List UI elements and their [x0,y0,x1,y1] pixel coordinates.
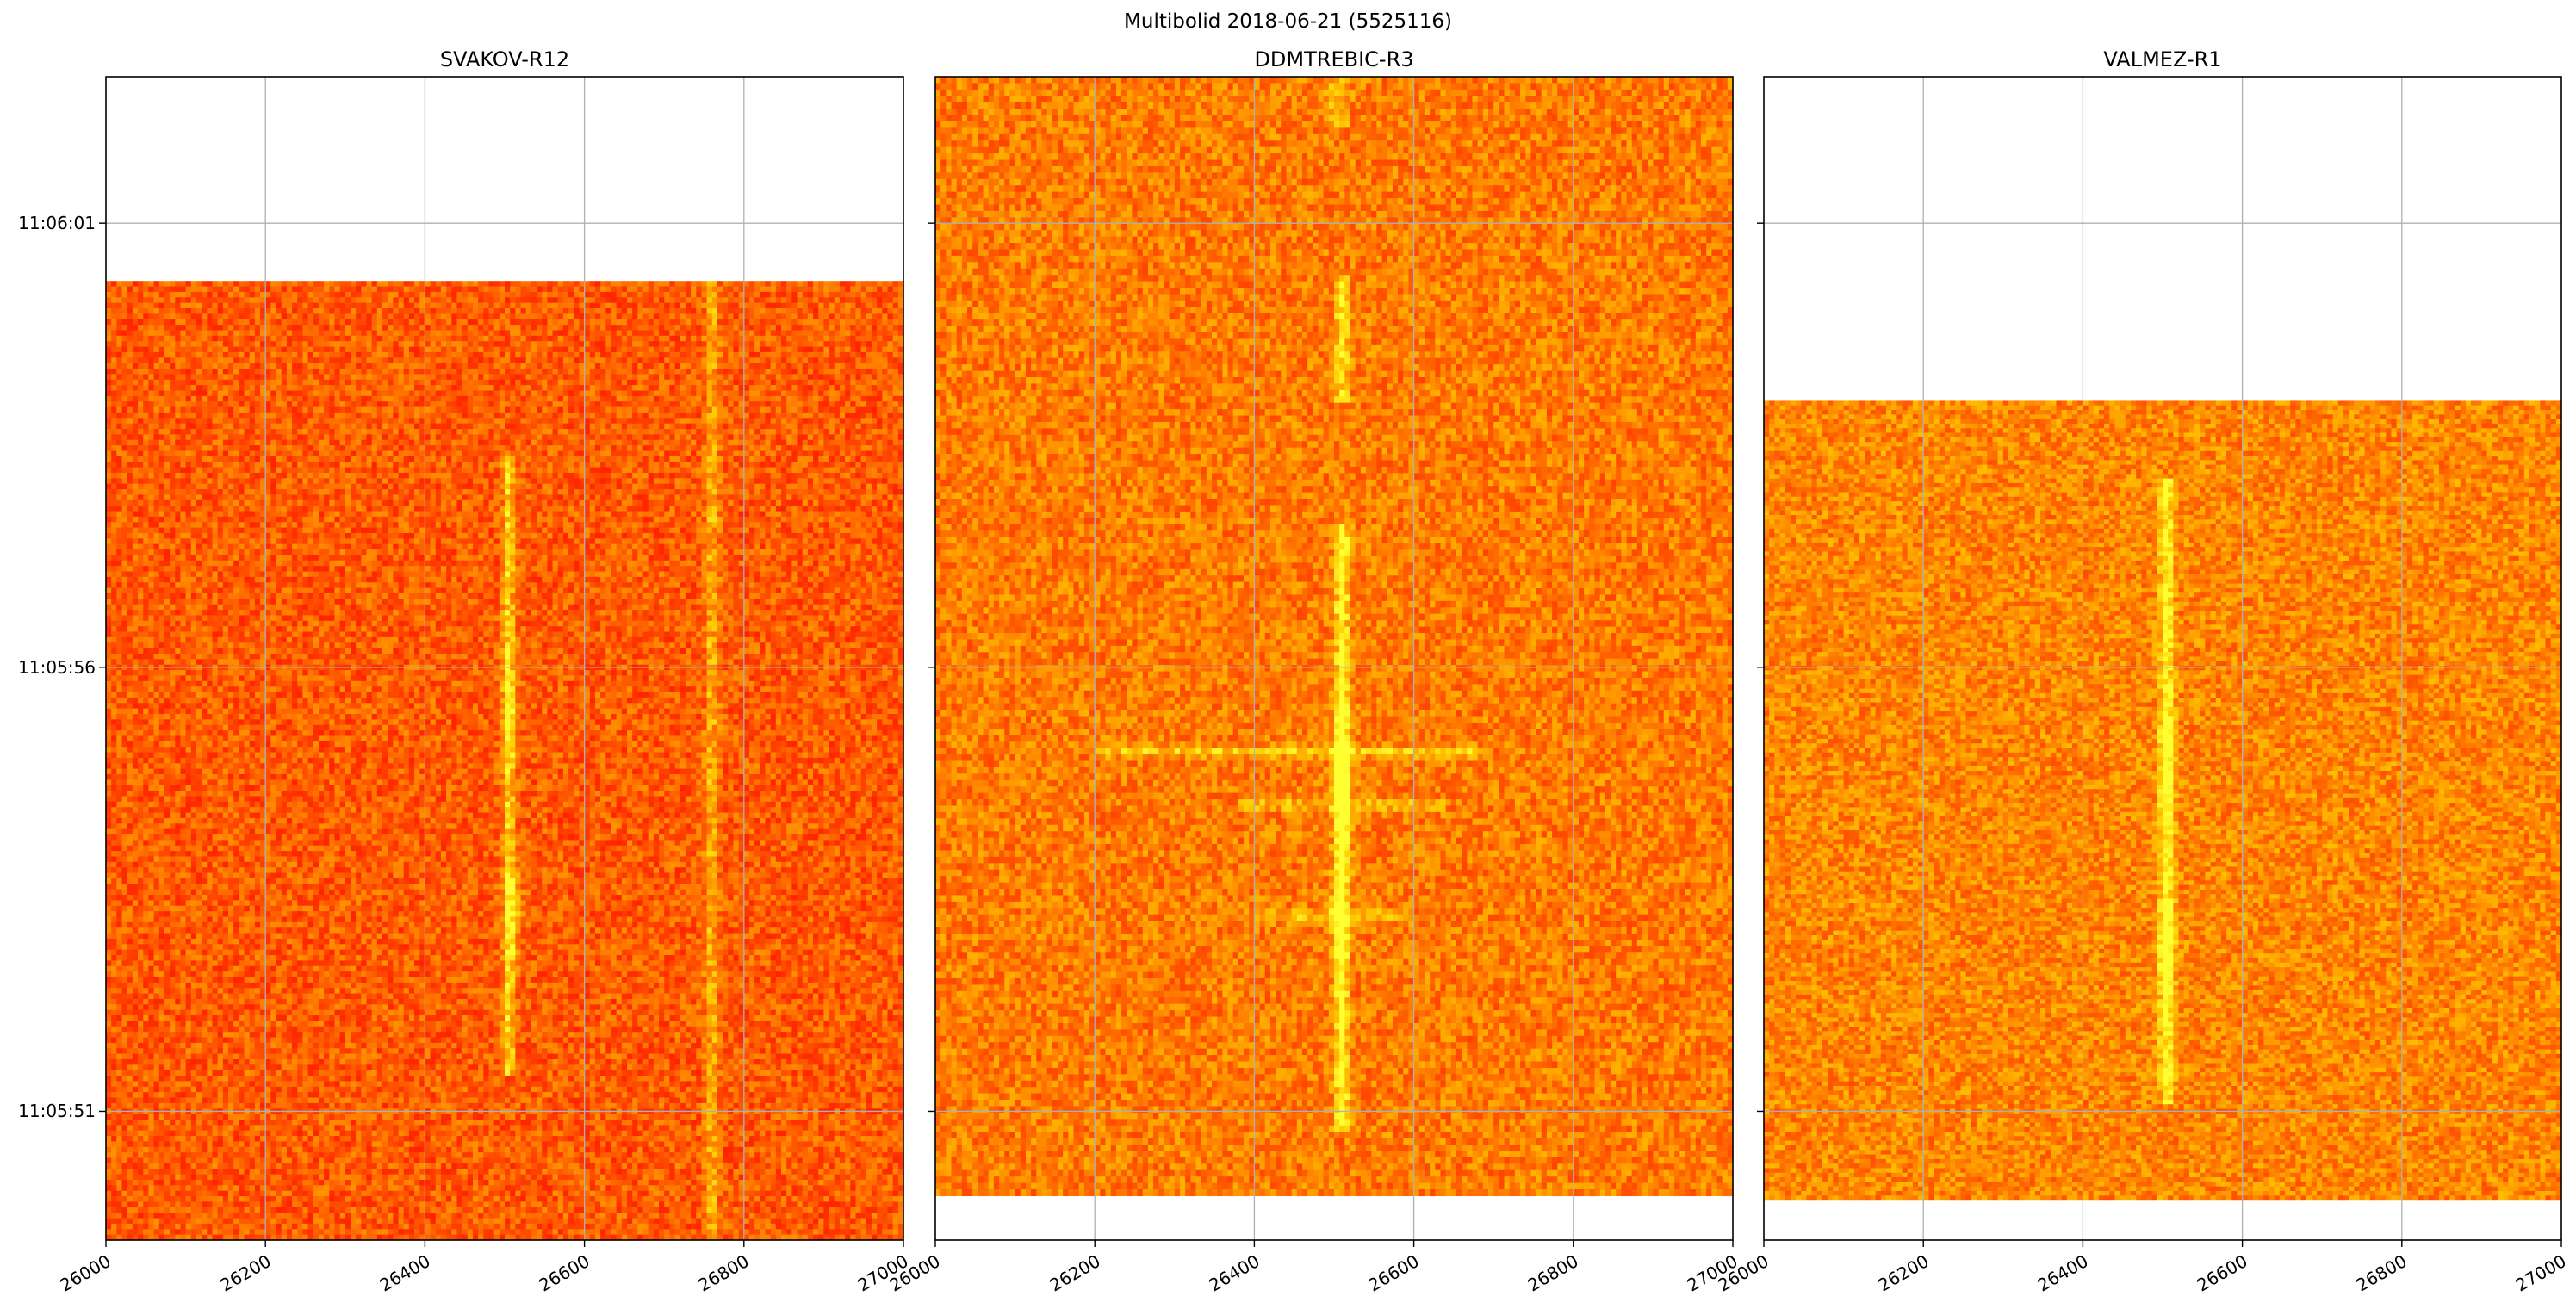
spectrogram-panel-1 [99,77,904,1247]
spectrogram-panel-3 [1757,77,2562,1247]
spectrogram-panel-2 [928,77,1734,1247]
